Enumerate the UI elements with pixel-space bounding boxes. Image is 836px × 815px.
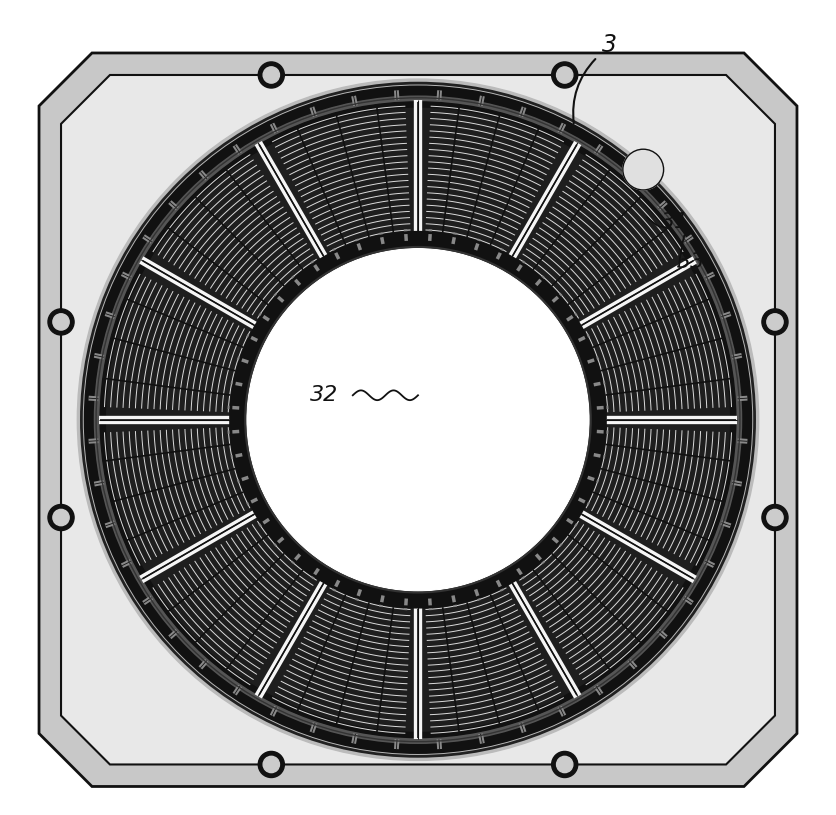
Circle shape (48, 309, 74, 335)
Text: 31: 31 (660, 212, 689, 231)
Circle shape (85, 87, 751, 752)
Circle shape (107, 108, 729, 731)
Circle shape (762, 504, 788, 531)
Text: 33: 33 (677, 253, 705, 272)
Circle shape (258, 751, 284, 778)
Circle shape (53, 509, 69, 526)
Circle shape (263, 67, 279, 83)
Circle shape (53, 314, 69, 330)
Circle shape (557, 67, 573, 83)
Circle shape (767, 314, 783, 330)
Circle shape (258, 62, 284, 88)
Text: 3: 3 (602, 33, 617, 57)
Circle shape (263, 756, 279, 773)
Circle shape (247, 249, 589, 591)
Circle shape (767, 509, 783, 526)
Circle shape (94, 96, 742, 743)
Circle shape (48, 504, 74, 531)
Circle shape (762, 309, 788, 335)
Circle shape (557, 756, 573, 773)
Circle shape (231, 232, 605, 607)
Circle shape (552, 62, 578, 88)
Polygon shape (61, 75, 775, 764)
Polygon shape (39, 53, 797, 786)
Circle shape (552, 751, 578, 778)
Text: 32: 32 (310, 385, 339, 405)
Circle shape (623, 149, 664, 190)
Circle shape (78, 79, 758, 760)
Circle shape (100, 102, 736, 738)
